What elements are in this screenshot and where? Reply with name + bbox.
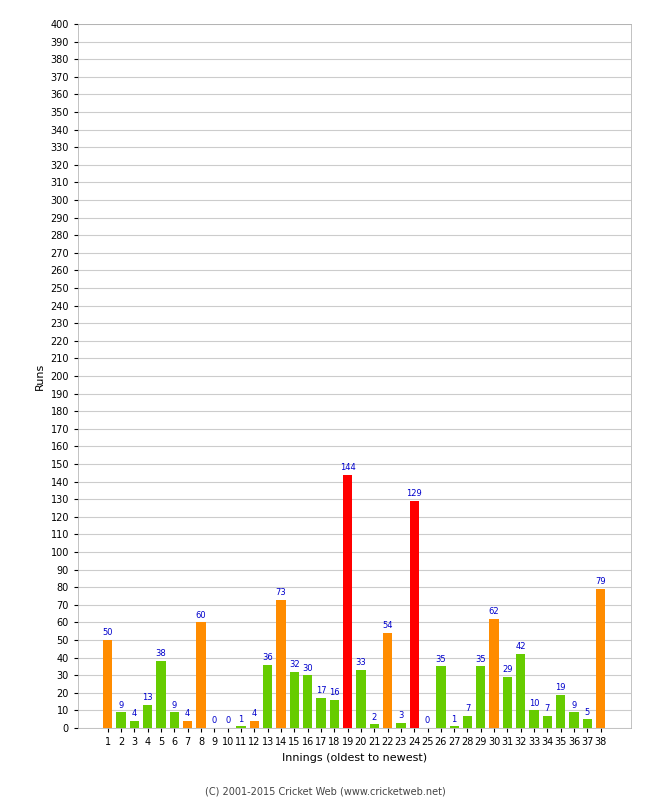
Text: 3: 3 bbox=[398, 711, 404, 720]
Text: 62: 62 bbox=[489, 607, 499, 616]
Text: 0: 0 bbox=[425, 716, 430, 726]
X-axis label: Innings (oldest to newest): Innings (oldest to newest) bbox=[281, 753, 427, 762]
Text: 35: 35 bbox=[436, 654, 446, 664]
Bar bbox=[463, 716, 472, 728]
Text: 0: 0 bbox=[225, 716, 230, 726]
Bar bbox=[450, 726, 459, 728]
Text: 33: 33 bbox=[356, 658, 367, 667]
Text: 9: 9 bbox=[172, 701, 177, 710]
Text: 16: 16 bbox=[329, 688, 339, 698]
Text: 2: 2 bbox=[372, 713, 377, 722]
Text: 73: 73 bbox=[276, 588, 287, 597]
Bar bbox=[410, 501, 419, 728]
Text: 19: 19 bbox=[556, 683, 566, 692]
Text: 79: 79 bbox=[595, 578, 606, 586]
Text: (C) 2001-2015 Cricket Web (www.cricketweb.net): (C) 2001-2015 Cricket Web (www.cricketwe… bbox=[205, 786, 445, 796]
Text: 144: 144 bbox=[340, 463, 356, 472]
Text: 38: 38 bbox=[156, 650, 166, 658]
Text: 4: 4 bbox=[132, 710, 137, 718]
Bar bbox=[543, 716, 552, 728]
Bar bbox=[476, 666, 486, 728]
Bar bbox=[170, 712, 179, 728]
Text: 13: 13 bbox=[142, 694, 153, 702]
Bar bbox=[436, 666, 445, 728]
Bar bbox=[290, 672, 299, 728]
Bar bbox=[303, 675, 312, 728]
Text: 5: 5 bbox=[585, 707, 590, 717]
Text: 42: 42 bbox=[515, 642, 526, 651]
Bar bbox=[569, 712, 578, 728]
Bar bbox=[317, 698, 326, 728]
Text: 7: 7 bbox=[465, 704, 470, 713]
Bar bbox=[130, 721, 139, 728]
Text: 35: 35 bbox=[476, 654, 486, 664]
Bar bbox=[516, 654, 525, 728]
Text: 36: 36 bbox=[263, 653, 273, 662]
Text: 4: 4 bbox=[185, 710, 190, 718]
Text: 0: 0 bbox=[212, 716, 217, 726]
Text: 54: 54 bbox=[382, 622, 393, 630]
Text: 30: 30 bbox=[302, 663, 313, 673]
Bar bbox=[583, 719, 592, 728]
Text: 9: 9 bbox=[571, 701, 577, 710]
Bar bbox=[530, 710, 539, 728]
Bar bbox=[383, 633, 392, 728]
Bar bbox=[196, 622, 205, 728]
Bar bbox=[330, 700, 339, 728]
Bar bbox=[263, 665, 272, 728]
Text: 4: 4 bbox=[252, 710, 257, 718]
Bar bbox=[489, 619, 499, 728]
Bar bbox=[250, 721, 259, 728]
Bar bbox=[596, 589, 605, 728]
Bar bbox=[103, 640, 112, 728]
Bar bbox=[276, 599, 285, 728]
Bar bbox=[356, 670, 365, 728]
Text: 1: 1 bbox=[452, 714, 457, 724]
Y-axis label: Runs: Runs bbox=[35, 362, 45, 390]
Text: 9: 9 bbox=[118, 701, 124, 710]
Bar bbox=[183, 721, 192, 728]
Bar bbox=[556, 694, 566, 728]
Text: 60: 60 bbox=[196, 610, 206, 620]
Bar bbox=[237, 726, 246, 728]
Text: 29: 29 bbox=[502, 666, 513, 674]
Bar bbox=[143, 705, 152, 728]
Text: 50: 50 bbox=[103, 628, 113, 638]
Bar bbox=[396, 722, 406, 728]
Text: 10: 10 bbox=[529, 698, 539, 708]
Bar bbox=[370, 725, 379, 728]
Text: 17: 17 bbox=[316, 686, 326, 695]
Text: 129: 129 bbox=[406, 490, 422, 498]
Bar bbox=[116, 712, 125, 728]
Bar bbox=[503, 677, 512, 728]
Bar bbox=[157, 661, 166, 728]
Bar bbox=[343, 474, 352, 728]
Text: 1: 1 bbox=[239, 714, 244, 724]
Text: 7: 7 bbox=[545, 704, 550, 713]
Text: 32: 32 bbox=[289, 660, 300, 669]
